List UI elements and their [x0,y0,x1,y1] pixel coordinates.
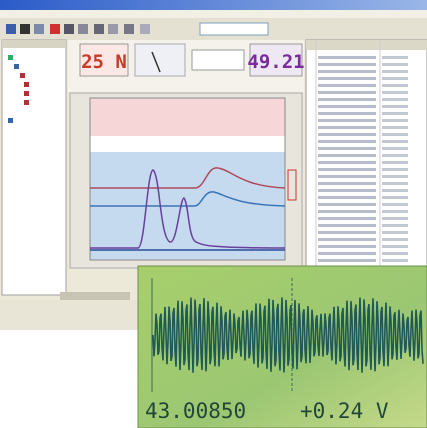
tool-button[interactable] [124,24,134,34]
force-display: 25 N [81,51,127,73]
table-row [382,154,408,157]
table-row [318,119,376,122]
table-row [318,154,376,157]
table-row [382,133,408,136]
menu-bar[interactable] [0,10,427,18]
table-row [382,259,408,262]
table-row [318,189,376,192]
table-row [318,196,376,199]
title-bar [0,0,427,10]
table-row [382,126,408,129]
table-row [318,56,376,59]
graph-panel [70,93,302,268]
tree-node[interactable] [24,82,29,87]
table-row [318,203,376,206]
table-row [382,63,408,66]
tool-button[interactable] [94,24,104,34]
table-row [318,217,376,220]
table-row [382,196,408,199]
table-row [382,189,408,192]
table-row [382,56,408,59]
table-row [382,98,408,101]
tool-button[interactable] [64,24,74,34]
table-row [382,175,408,178]
table-row [318,77,376,80]
tool-button[interactable] [20,24,30,34]
table-row [382,231,408,234]
table-row [318,231,376,234]
table-row [382,70,408,73]
table-row [318,175,376,178]
table-row [318,252,376,255]
table-row [382,84,408,87]
tree-node[interactable] [14,64,19,69]
table-row [382,105,408,108]
dropdown[interactable] [200,23,268,35]
table-row [318,63,376,66]
tool-button[interactable] [50,24,60,34]
scope-voltage: +0.24 V [300,399,389,423]
counter-display: 49.21 [247,51,304,73]
table-row [318,147,376,150]
table-row [318,238,376,241]
table-row [318,210,376,213]
table-row [318,91,376,94]
scope-time: 43.00850 [145,399,246,423]
scope-inset: 43.00850 +0.24 V [138,266,427,428]
table-row [382,119,408,122]
table-row [318,98,376,101]
tree-node[interactable] [24,91,29,96]
table-row [318,168,376,171]
table-row [382,238,408,241]
table-row [382,203,408,206]
tree-panel [2,40,66,295]
table-row [382,168,408,171]
table-row [382,161,408,164]
tree-node[interactable] [20,73,25,78]
tree-node[interactable] [24,100,29,105]
table-row [318,259,376,262]
tree-node[interactable] [8,55,13,60]
tool-button[interactable] [34,24,44,34]
table-row [382,147,408,150]
tool-button[interactable] [78,24,88,34]
tool-button[interactable] [140,24,150,34]
table-row [318,126,376,129]
table-row [318,84,376,87]
table-row [382,91,408,94]
table-row [382,252,408,255]
table-row [382,217,408,220]
tree-node[interactable] [8,118,13,123]
table-row [318,140,376,143]
table-row [318,70,376,73]
table-row [318,133,376,136]
table-row [318,182,376,185]
screenshot: 25 N 49.21 [0,0,427,428]
table-row [382,245,408,248]
tool-button[interactable] [108,24,118,34]
table-row [382,77,408,80]
table-row [382,224,408,227]
toolbar [0,18,427,40]
display-row: 25 N 49.21 [68,40,305,92]
tool-button[interactable] [6,24,16,34]
table-row [318,161,376,164]
table-row [382,210,408,213]
table-row [318,245,376,248]
table-row [382,182,408,185]
table-row [318,112,376,115]
table-row [318,105,376,108]
bar-indicator [192,50,244,70]
table-row [382,140,408,143]
table-row [382,112,408,115]
table-row [318,224,376,227]
